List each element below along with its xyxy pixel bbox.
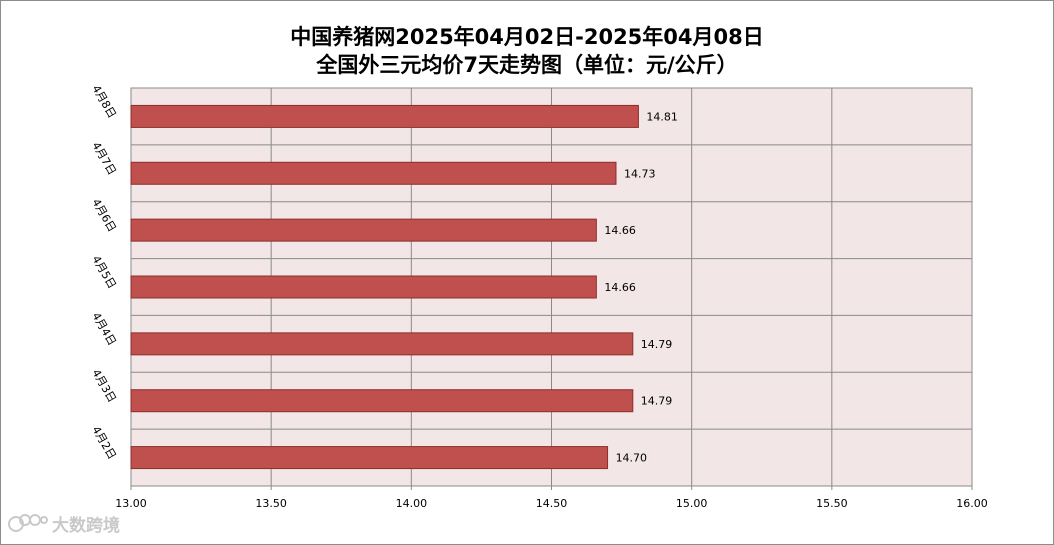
- bar: [130, 389, 634, 413]
- y-tick-label: 4月8日: [89, 83, 118, 121]
- x-tick-label: 14.00: [396, 497, 428, 510]
- data-label: 14.79: [641, 395, 673, 408]
- logo-icon: [8, 513, 48, 532]
- x-tick-label: 15.00: [676, 497, 708, 510]
- y-tick-label: 4月4日: [89, 310, 118, 348]
- chart-title: 中国养猪网2025年04月02日-2025年04月08日: [290, 25, 764, 49]
- chart-subtitle: 全国外三元均价7天走势图（单位：元/公斤）: [316, 53, 738, 77]
- data-label: 14.81: [646, 110, 678, 123]
- bar: [130, 161, 617, 185]
- x-tick-label: 13.50: [255, 497, 287, 510]
- y-tick-label: 4月7日: [89, 140, 118, 178]
- data-label: 14.73: [624, 167, 656, 180]
- y-tick-label: 4月5日: [89, 253, 118, 291]
- data-label: 14.66: [604, 281, 636, 294]
- bar: [130, 275, 597, 299]
- bar: [130, 332, 634, 356]
- data-label: 14.70: [616, 452, 648, 465]
- bar: [130, 218, 597, 242]
- y-tick-label: 4月3日: [89, 367, 118, 405]
- watermark: 大数跨境: [8, 511, 120, 536]
- y-tick-label: 4月2日: [89, 424, 118, 462]
- x-tick-label: 16.00: [956, 497, 988, 510]
- data-label: 14.79: [641, 338, 673, 351]
- watermark-text: 大数跨境: [52, 516, 120, 536]
- bar: [130, 446, 609, 470]
- x-tick-label: 13.00: [115, 497, 147, 510]
- x-tick-label: 15.50: [816, 497, 848, 510]
- y-tick-label: 4月6日: [89, 197, 118, 235]
- x-tick-label: 14.50: [536, 497, 568, 510]
- bar: [130, 104, 639, 128]
- data-label: 14.66: [604, 224, 636, 237]
